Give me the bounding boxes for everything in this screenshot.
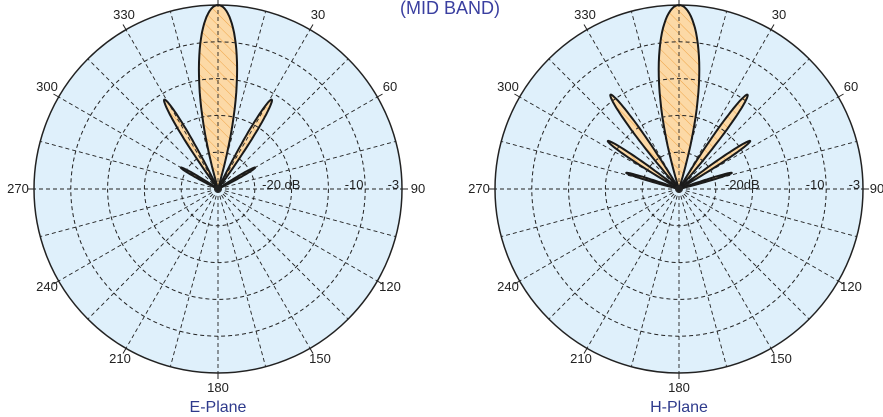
lobe-side-right bbox=[217, 98, 273, 190]
radial-label: -3 bbox=[388, 177, 400, 192]
angle-label-240: 240 bbox=[497, 279, 519, 294]
angle-tick bbox=[514, 280, 520, 285]
grid-spoke bbox=[217, 188, 267, 367]
angle-label-210: 210 bbox=[109, 351, 131, 366]
angle-tick bbox=[309, 348, 314, 354]
grid-spoke bbox=[630, 188, 680, 367]
angle-label-90: 90 bbox=[411, 181, 425, 196]
angle-tick bbox=[377, 93, 383, 98]
grid-spoke bbox=[40, 140, 219, 190]
grid-spoke bbox=[678, 29, 772, 190]
angle-tick bbox=[53, 93, 59, 98]
grid-spoke bbox=[630, 11, 680, 190]
grid-spoke bbox=[217, 29, 311, 190]
angle-label-150: 150 bbox=[309, 351, 331, 366]
grid-spoke bbox=[217, 58, 349, 190]
angle-label-150: 150 bbox=[770, 351, 792, 366]
radial-label: -10 bbox=[806, 177, 825, 192]
grid-spoke bbox=[586, 29, 680, 190]
grid-spoke bbox=[40, 188, 219, 238]
grid-spoke bbox=[678, 188, 772, 349]
lobe-side-left bbox=[609, 93, 680, 190]
angle-tick bbox=[838, 93, 844, 98]
angle-tick bbox=[583, 24, 588, 30]
grid-spoke bbox=[678, 188, 810, 320]
angle-tick bbox=[838, 280, 844, 285]
grid-spoke bbox=[217, 11, 267, 190]
grid-ring bbox=[107, 78, 329, 300]
grid-spoke bbox=[58, 96, 219, 190]
angle-label-180: 180 bbox=[207, 380, 229, 395]
grid-spoke bbox=[169, 11, 219, 190]
grid-spoke bbox=[678, 188, 857, 238]
grid-spoke bbox=[548, 188, 680, 320]
angle-label-120: 120 bbox=[840, 279, 862, 294]
h-plane-title: H-Plane bbox=[650, 399, 708, 416]
angle-label-240: 240 bbox=[36, 279, 58, 294]
e-plane-title: E-Plane bbox=[190, 399, 247, 416]
grid-spoke bbox=[501, 140, 680, 190]
grid-spoke bbox=[217, 140, 396, 190]
grid-ring bbox=[568, 78, 790, 300]
angle-tick bbox=[122, 348, 127, 354]
angle-label-30: 30 bbox=[311, 7, 325, 22]
lobe-side2-right bbox=[678, 139, 752, 190]
grid-spoke bbox=[519, 96, 680, 190]
band-label: (MID BAND) bbox=[400, 0, 500, 18]
grid-spoke bbox=[586, 188, 680, 349]
angle-label-330: 330 bbox=[574, 7, 596, 22]
angle-label-60: 60 bbox=[844, 79, 858, 94]
grid-spoke bbox=[217, 188, 396, 238]
angle-label-300: 300 bbox=[36, 79, 58, 94]
angle-label-270: 270 bbox=[7, 181, 29, 196]
angle-label-90: 90 bbox=[870, 181, 883, 196]
angle-label-300: 300 bbox=[497, 79, 519, 94]
grid-spoke bbox=[678, 188, 728, 367]
angle-tick bbox=[583, 348, 588, 354]
grid-spoke bbox=[678, 11, 728, 190]
angle-label-330: 330 bbox=[113, 7, 135, 22]
e-plane-plot: 330 30 300 60 270 90 240 120 210 150 180 -20 dB -10 -… bbox=[7, 0, 425, 416]
angle-label-30: 30 bbox=[772, 7, 786, 22]
radial-label: -20dB bbox=[725, 177, 760, 192]
angle-tick bbox=[514, 93, 520, 98]
grid-spoke bbox=[58, 188, 219, 282]
grid-spoke bbox=[169, 188, 219, 367]
lobe-side-right bbox=[678, 93, 749, 190]
angle-tick bbox=[53, 280, 59, 285]
grid-spoke bbox=[519, 188, 680, 282]
angle-tick bbox=[122, 24, 127, 30]
angle-label-120: 120 bbox=[379, 279, 401, 294]
grid-spoke bbox=[125, 188, 219, 349]
grid-spoke bbox=[548, 58, 680, 190]
grid-spoke bbox=[678, 140, 857, 190]
angle-label-270: 270 bbox=[468, 181, 490, 196]
radial-label: -3 bbox=[849, 177, 861, 192]
angle-label-180: 180 bbox=[668, 380, 690, 395]
radial-label: -20 dB bbox=[262, 177, 300, 192]
lobe-side2-left bbox=[606, 139, 680, 190]
grid-spoke bbox=[217, 188, 311, 349]
grid-spoke bbox=[217, 96, 378, 190]
grid-spoke bbox=[678, 96, 839, 190]
angle-label-60: 60 bbox=[383, 79, 397, 94]
grid-spoke bbox=[501, 188, 680, 238]
angle-tick bbox=[770, 348, 775, 354]
grid-spoke bbox=[217, 188, 378, 282]
radial-label: -10 bbox=[345, 177, 364, 192]
grid-spoke bbox=[125, 29, 219, 190]
grid-spoke bbox=[87, 188, 219, 320]
angle-label-210: 210 bbox=[570, 351, 592, 366]
angle-tick bbox=[770, 24, 775, 30]
lobe-side-left bbox=[163, 98, 219, 190]
h-plane-plot: 330 30 300 60 270 90 240 120 210 150 180 -20dB -10 -3… bbox=[468, 0, 883, 416]
grid-spoke bbox=[217, 188, 349, 320]
angle-tick bbox=[377, 280, 383, 285]
grid-spoke bbox=[678, 58, 810, 190]
grid-spoke bbox=[87, 58, 219, 190]
angle-tick bbox=[309, 24, 314, 30]
grid-spoke bbox=[678, 188, 839, 282]
